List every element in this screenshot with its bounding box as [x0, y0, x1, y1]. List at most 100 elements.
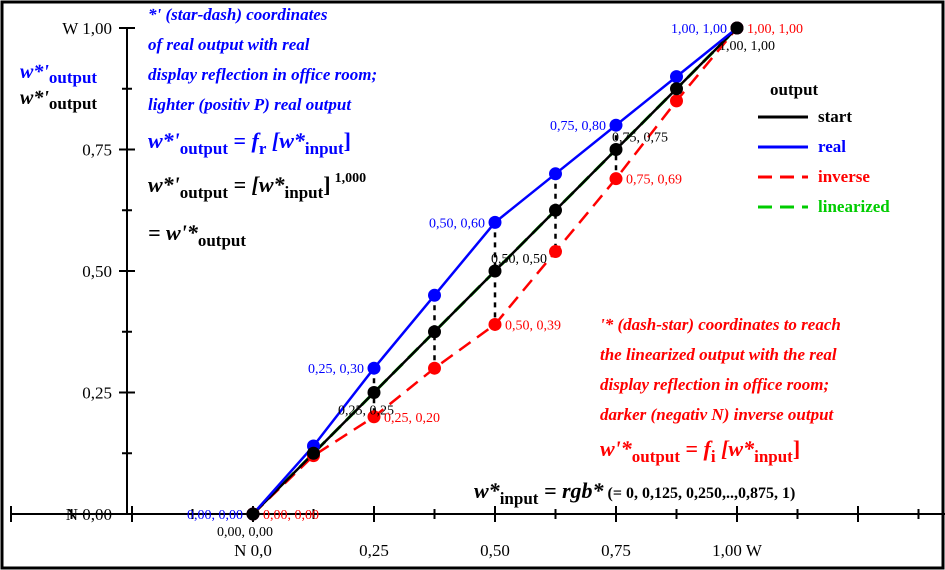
formula-inverse-lhs-sub: output — [632, 447, 681, 466]
svg-text:w*'output: w*'output — [20, 87, 97, 113]
formula-inverse-arg-sub: input — [754, 447, 793, 466]
series-real-point — [670, 70, 683, 84]
red-annotation-line1: '* (dash-star) coordinates to reach — [600, 315, 841, 334]
y-axis-label-black-sub: output — [49, 94, 98, 113]
point-label: 0,00, 0,00 — [217, 525, 273, 540]
formula-power-eq: = [w* — [228, 172, 286, 197]
red-annotation-line2: the linearized output with the real — [600, 345, 837, 364]
formula-real-eq: = — [228, 128, 252, 153]
point-label: 0,00, 0,00 — [187, 508, 243, 523]
point-label: 0,50, 0,39 — [505, 318, 561, 333]
formula-input-eq: = rgb* — [538, 478, 604, 503]
y-tick-label: 0,50 — [82, 262, 112, 281]
formula-real-f: f — [252, 128, 262, 153]
formula-power-arg-sub: input — [285, 183, 324, 202]
y-axis-label-blue-sub: output — [49, 68, 98, 87]
formula-equal: = w'*output — [148, 220, 246, 250]
legend: output start real inverse linearized — [758, 80, 890, 216]
formula-inverse-f-sub: i — [711, 447, 716, 466]
formula-equal-sub: output — [198, 231, 247, 250]
blue-annotation-line4: lighter (positiv P) real output — [148, 95, 352, 114]
point-label: 0,50, 0,50 — [491, 252, 547, 267]
formula-power: w*'output = [w*input] 1,000 — [148, 171, 366, 202]
formula-input-lhs: w* — [474, 478, 501, 503]
point-label: 0,50, 0,60 — [429, 216, 485, 231]
blue-annotation-line1: *' (star-dash) coordinates — [148, 5, 328, 24]
x-tick-label: 0,75 — [601, 541, 631, 560]
series-inverse-point — [549, 245, 562, 259]
svg-text:w*'output: w*'output — [20, 61, 97, 87]
formula-input: w*input = rgb* (= 0, 0,125, 0,250,..,0,8… — [474, 478, 795, 508]
blue-annotation-line3: display reflection in office room; — [148, 65, 377, 84]
point-label: 0,25, 0,25 — [338, 404, 394, 419]
series-start-point — [670, 82, 683, 96]
series-start-point — [549, 203, 562, 217]
y-tick-label: 0,75 — [82, 141, 112, 160]
x-tick-label: 0,50 — [480, 541, 510, 560]
points-layer — [246, 21, 744, 521]
formula-inverse-arg: [w* — [716, 436, 756, 461]
series-real-point — [488, 215, 502, 229]
series-start-point — [367, 386, 381, 399]
point-label: 1,00, 1,00 — [747, 22, 803, 37]
point-label: 0,00, 0,00 — [263, 508, 319, 523]
y-axis-label-blue-main: w*' — [20, 61, 49, 83]
formula-real-f-sub: r — [259, 139, 267, 158]
point-label: 1,00, 1,00 — [719, 39, 775, 54]
series-inverse-point — [428, 361, 441, 375]
y-tick-label: W 1,00 — [62, 19, 112, 38]
formula-real-lhs: w*' — [148, 128, 180, 153]
red-annotation-line4: darker (negativ N) inverse output — [600, 405, 835, 424]
formula-inverse-eq: = — [680, 436, 704, 461]
formula-inverse-f: f — [704, 436, 714, 461]
legend-label-start: start — [818, 107, 852, 126]
formula-real-arg: [w* — [266, 128, 306, 153]
formula-real-arg-sub: input — [305, 139, 344, 158]
series-start-point — [307, 446, 320, 460]
x-tick-label: 0,25 — [359, 541, 389, 560]
series-real-point — [428, 288, 441, 302]
formula-power-lhs: w*' — [148, 172, 180, 197]
point-label: 0,25, 0,30 — [308, 362, 364, 377]
x-tick-label: N 0,0 — [234, 541, 272, 560]
axes: N 0,0 0,25 0,50 0,75 1,00 W N 0,00 0,25 0,50 0,7… — [10, 19, 945, 560]
formula-equal-prefix: = w'* — [148, 220, 199, 245]
point-labels: 0,00, 0,00 0,00, 0,00 0,00, 0,00 0,25, 0,30… — [187, 22, 803, 540]
series-start-point — [246, 507, 260, 521]
series-real-point — [609, 118, 623, 132]
formula-power-close: ] — [323, 172, 330, 197]
series-inverse-point — [609, 172, 623, 186]
series-inverse-point — [488, 317, 502, 331]
formula-power-exp: 1,000 — [335, 171, 367, 186]
blue-annotation: *' (star-dash) coordinates of real outpu… — [148, 5, 377, 114]
series-start-point — [488, 264, 502, 278]
formula-inverse-lhs: w'* — [600, 436, 633, 461]
formula-inverse: w'*output = fi [w*input] — [600, 436, 800, 466]
formula-real: w*'output = fr [w*input] — [148, 128, 351, 158]
blue-annotation-line2: of real output with real — [148, 35, 310, 54]
point-label: 1,00, 1,00 — [671, 22, 727, 37]
formula-power-lhs-sub: output — [180, 183, 229, 202]
legend-label-linearized: linearized — [818, 197, 890, 216]
series-inverse-point — [670, 94, 683, 108]
legend-label-inverse: inverse — [818, 167, 870, 186]
formula-real-close: ] — [344, 128, 351, 153]
x-tick-label: 1,00 W — [712, 541, 763, 560]
series-start-point — [730, 21, 744, 35]
point-label: 0,25, 0,20 — [384, 411, 440, 426]
y-axis-label-blue: w*'output — [20, 61, 97, 87]
point-label: 0,75, 0,69 — [626, 173, 682, 188]
legend-label-real: real — [818, 137, 846, 156]
red-annotation: '* (dash-star) coordinates to reach the … — [600, 315, 841, 424]
y-tick-label: N 0,00 — [66, 505, 112, 524]
red-annotation-line3: display reflection in office room; — [600, 375, 829, 394]
point-label: 0,75, 0,80 — [550, 119, 606, 134]
series-real-point — [367, 361, 381, 375]
series-real-point — [549, 167, 562, 181]
series-start-point — [428, 325, 441, 339]
y-axis-label-black: w*'output — [20, 87, 97, 113]
legend-title: output — [770, 80, 819, 99]
